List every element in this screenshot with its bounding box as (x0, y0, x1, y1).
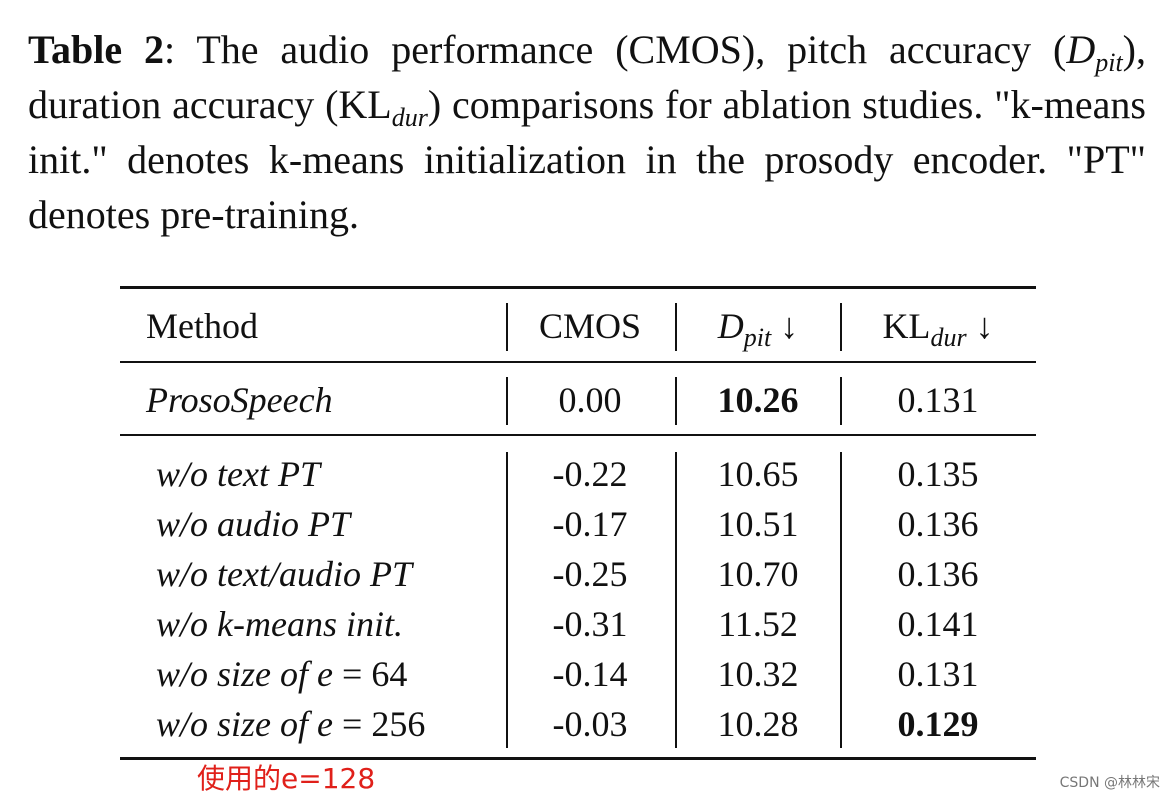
header-cmos: CMOS (538, 306, 642, 346)
red-annotation: 使用的e=128 (197, 762, 376, 795)
main-row-dpit: 10.26 (717, 380, 799, 420)
method-prefix: w/o size of (156, 704, 318, 744)
table-row-method: w/o text PT (156, 454, 320, 494)
header-dpit-base: D (717, 306, 744, 346)
method-var: e (317, 704, 333, 744)
caption-kl-sub: dur (391, 103, 428, 132)
header-dpit-sub: pit (743, 323, 772, 352)
caption-label: Table 2 (28, 27, 165, 72)
table-row-method: w/o audio PT (156, 504, 351, 544)
col-separator (675, 303, 677, 351)
table-row-method: w/o size of e = 64 (156, 654, 407, 694)
table-row-kl: 0.129 (897, 704, 979, 744)
table-row-dpit: 10.51 (717, 504, 799, 544)
method-var: e (317, 654, 333, 694)
col-separator (506, 303, 508, 351)
table-row-cmos: -0.03 (552, 704, 628, 744)
table-row-dpit: 10.28 (717, 704, 799, 744)
table-row-cmos: -0.22 (552, 454, 628, 494)
table-row-method: w/o size of e = 256 (156, 704, 425, 744)
table-row-cmos: -0.14 (552, 654, 628, 694)
table-caption: Table 2: The audio performance (CMOS), p… (28, 22, 1146, 242)
method-num: 64 (371, 654, 408, 694)
table-row-dpit: 10.70 (717, 554, 799, 594)
bottom-rule (120, 757, 1036, 760)
table-row-cmos: -0.31 (552, 604, 628, 644)
table-row-cmos: -0.17 (552, 504, 628, 544)
mid-rule (120, 434, 1036, 436)
main-row-method: ProsoSpeech (146, 380, 333, 420)
col-separator (840, 377, 842, 425)
down-arrow-icon: ↓ (780, 306, 799, 346)
header-kl-base: KL (882, 306, 931, 346)
method-prefix: w/o size of (156, 654, 318, 694)
col-separator (840, 303, 842, 351)
top-rule (120, 286, 1036, 289)
caption-dpit-sub: pit (1095, 48, 1123, 77)
col-separator (506, 452, 508, 748)
col-separator (840, 452, 842, 748)
header-rule (120, 361, 1036, 363)
method-eq: = (333, 704, 372, 744)
watermark: CSDN @林林宋 (1059, 775, 1160, 791)
table-row-kl: 0.136 (897, 554, 979, 594)
down-arrow-icon: ↓ (975, 306, 994, 346)
table-row-dpit: 10.32 (717, 654, 799, 694)
header-method: Method (146, 306, 258, 346)
caption-text-2: ), duration accuracy (KL (28, 27, 1146, 127)
caption-text-1: : The audio performance (CMOS), pitch ac… (164, 27, 1067, 72)
caption-dpit: D (1066, 27, 1096, 72)
header-dpit: Dpit ↓ (678, 306, 838, 351)
main-row-cmos: 0.00 (558, 380, 622, 420)
col-separator (675, 452, 677, 748)
table-row-kl: 0.135 (897, 454, 979, 494)
main-row-kl: 0.131 (897, 380, 979, 420)
table-row-kl: 0.136 (897, 504, 979, 544)
table-row-method: w/o k-means init. (156, 604, 403, 644)
table-row-dpit: 10.65 (717, 454, 799, 494)
method-num: 256 (371, 704, 426, 744)
header-kl: KLdur ↓ (845, 306, 1031, 351)
table-row-kl: 0.131 (897, 654, 979, 694)
table-row-cmos: -0.25 (552, 554, 628, 594)
table-row-dpit: 11.52 (718, 604, 798, 644)
col-separator (675, 377, 677, 425)
table-row-method: w/o text/audio PT (156, 554, 412, 594)
header-kl-sub: dur (930, 323, 967, 352)
col-separator (506, 377, 508, 425)
caption-text-3: ) comparisons for ablation studies. "k-m… (28, 82, 1146, 237)
table-row-kl: 0.141 (897, 604, 979, 644)
method-eq: = (333, 654, 372, 694)
